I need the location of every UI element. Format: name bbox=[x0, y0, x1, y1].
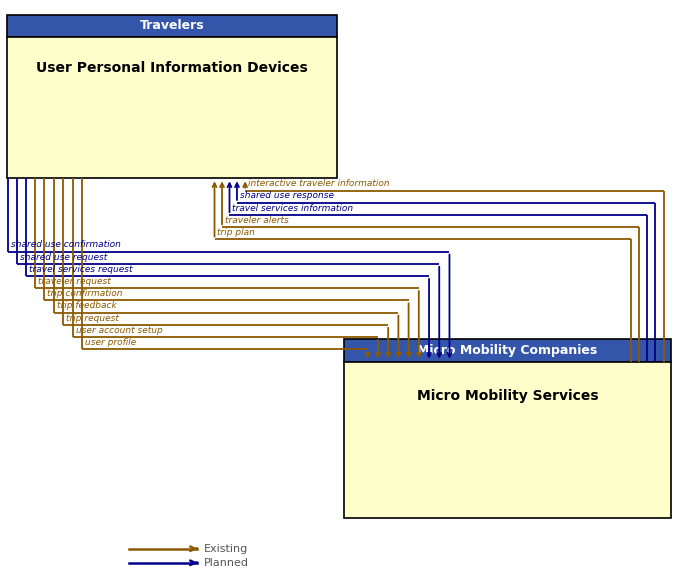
Text: User Personal Information Devices: User Personal Information Devices bbox=[36, 61, 308, 75]
Bar bbox=[7, 15, 337, 37]
Text: travel services information: travel services information bbox=[232, 204, 353, 213]
Bar bbox=[344, 339, 671, 362]
Bar bbox=[7, 37, 337, 178]
Text: shared use response: shared use response bbox=[240, 191, 334, 201]
Text: Micro Mobility Services: Micro Mobility Services bbox=[417, 389, 598, 403]
Bar bbox=[344, 362, 671, 518]
Text: trip feedback: trip feedback bbox=[57, 301, 116, 311]
Text: trip request: trip request bbox=[66, 314, 119, 322]
Text: shared use confirmation: shared use confirmation bbox=[11, 240, 121, 249]
Text: user account setup: user account setup bbox=[76, 326, 162, 335]
Text: shared use request: shared use request bbox=[20, 253, 107, 261]
Text: trip plan: trip plan bbox=[217, 228, 255, 237]
Text: traveler request: traveler request bbox=[38, 277, 111, 286]
Text: Planned: Planned bbox=[204, 558, 249, 568]
Text: Travelers: Travelers bbox=[140, 19, 204, 32]
Text: trip confirmation: trip confirmation bbox=[47, 289, 123, 298]
Text: user profile: user profile bbox=[85, 338, 136, 347]
Text: Existing: Existing bbox=[204, 543, 249, 554]
Text: interactive traveler information: interactive traveler information bbox=[248, 179, 390, 188]
Text: traveler alerts: traveler alerts bbox=[225, 216, 289, 225]
Text: Micro Mobility Companies: Micro Mobility Companies bbox=[417, 344, 597, 357]
Text: travel services request: travel services request bbox=[29, 265, 132, 274]
